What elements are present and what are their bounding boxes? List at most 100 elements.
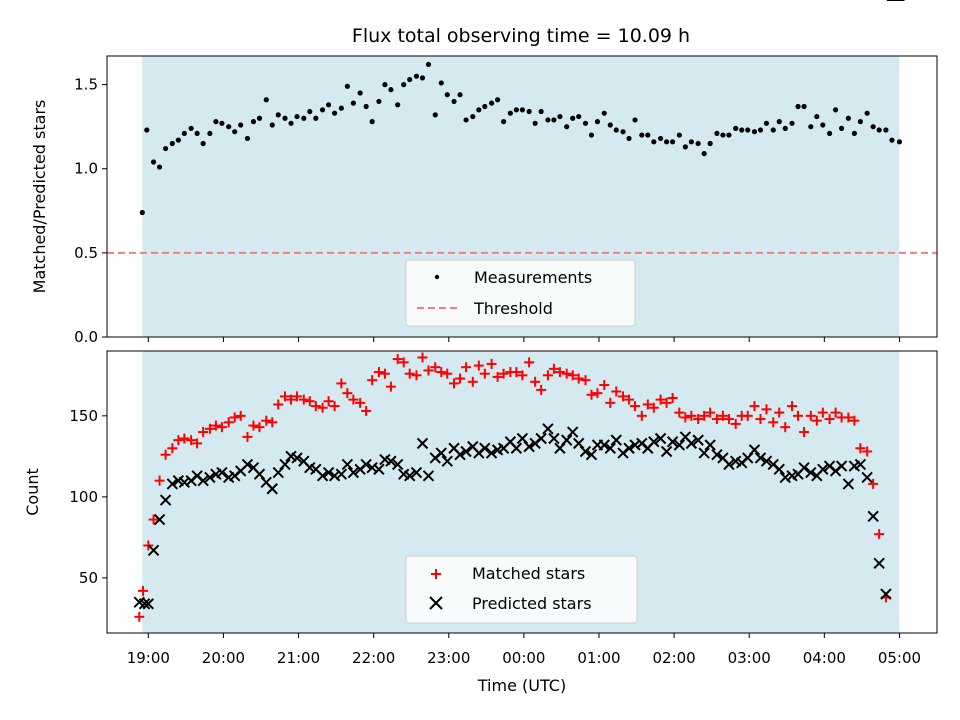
predicted-star-point xyxy=(748,444,761,456)
measurement-point xyxy=(538,108,544,115)
counts-legend: Matched stars Predicted stars xyxy=(405,555,638,624)
measurement-point xyxy=(175,137,181,143)
predicted-x-b xyxy=(629,439,641,451)
predicted-x-b xyxy=(760,455,773,467)
matched-star-point xyxy=(204,423,215,434)
predicted-x-b xyxy=(805,466,817,479)
measurement-point xyxy=(363,103,369,110)
matched-star-point xyxy=(843,412,854,423)
ratio-y-tick-label: 1.0 xyxy=(74,160,98,178)
x-tick-label: 23:00 xyxy=(427,649,470,667)
predicted-x-b xyxy=(373,463,385,476)
measurement-point xyxy=(301,115,307,121)
matched-star-point xyxy=(379,368,390,379)
measurement-point xyxy=(162,145,169,152)
ratio-axes-frame xyxy=(106,55,938,338)
matched-star-point xyxy=(542,370,553,381)
matched-star-point xyxy=(611,386,622,397)
measurement-point xyxy=(288,120,294,126)
measurement-point xyxy=(331,110,338,116)
matched-star-point xyxy=(749,401,760,412)
matched-star-point xyxy=(793,410,804,421)
legend-matched-label: Matched stars xyxy=(472,564,585,583)
predicted-x-b xyxy=(138,598,151,610)
measurement-point xyxy=(545,117,551,123)
predicted-star-point xyxy=(692,434,704,446)
matched-star-point xyxy=(761,404,772,415)
measurement-point xyxy=(232,129,238,135)
predicted-star-point xyxy=(403,470,416,482)
predicted-x-b xyxy=(704,439,716,451)
predicted-x-b xyxy=(835,460,848,472)
predicted-x-b xyxy=(216,466,228,479)
predicted-x-b xyxy=(610,434,622,446)
predicted-star-point xyxy=(654,432,667,445)
matched-star-point xyxy=(742,410,753,421)
measurement-point xyxy=(657,135,664,142)
measurement-point xyxy=(488,100,495,106)
measurement-point xyxy=(432,112,438,118)
predicted-x-b xyxy=(823,460,836,472)
ratio-y-ticks: 0.0 0.5 1.0 1.5 xyxy=(74,76,107,346)
measurement-point xyxy=(200,140,206,147)
predicted-x-b xyxy=(685,437,698,450)
predicted-star-point xyxy=(435,447,447,459)
measurement-point xyxy=(864,110,870,116)
predicted-x-b xyxy=(798,461,810,474)
measurement-point xyxy=(407,76,413,83)
predicted-star-point xyxy=(153,513,166,526)
predicted-x-b xyxy=(666,436,679,448)
predicted-x-b xyxy=(636,437,648,450)
predicted-star-point xyxy=(460,445,472,458)
predicted-x-b xyxy=(285,450,297,463)
predicted-star-point xyxy=(604,442,616,454)
measurement-point xyxy=(639,132,645,138)
predicted-star-point xyxy=(360,458,372,471)
predicted-star-point xyxy=(723,458,735,471)
measurement-point xyxy=(226,124,232,130)
matched-star-point xyxy=(248,420,259,431)
measurement-point xyxy=(463,117,469,123)
x-tick-label: 21:00 xyxy=(277,649,320,667)
counts-y-ticks: 50 100 150 xyxy=(69,407,107,587)
matched-star-point xyxy=(273,399,284,410)
measurement-point xyxy=(425,61,432,68)
predicted-x-b xyxy=(435,447,447,459)
matched-star-point xyxy=(592,388,603,399)
predicted-x-b xyxy=(548,432,560,445)
measurements-series xyxy=(139,61,903,216)
legend-predicted-label: Predicted stars xyxy=(472,594,592,613)
measurement-point xyxy=(269,122,275,128)
measurement-point xyxy=(876,127,882,133)
matched-star-point xyxy=(216,422,227,433)
matched-star-point xyxy=(267,417,278,428)
measurement-point xyxy=(369,119,375,125)
predicted-x-b xyxy=(142,598,155,610)
matched-star-point xyxy=(298,394,309,405)
predicted-x-b xyxy=(178,476,191,488)
predicted-star-point xyxy=(410,466,423,479)
matched-star-point xyxy=(310,401,321,412)
predicted-x-b xyxy=(153,513,166,526)
measurement-point xyxy=(219,120,225,126)
measurement-point xyxy=(570,115,576,121)
measurement-point xyxy=(714,130,720,137)
matched-star-point xyxy=(768,417,779,428)
matched-star-point xyxy=(717,410,728,421)
measurement-point xyxy=(551,117,557,123)
measurement-point xyxy=(782,125,788,131)
ratio-legend: Measurements Threshold xyxy=(405,259,636,327)
predicted-x-b xyxy=(304,461,316,474)
counts-y-tick-label: 50 xyxy=(79,569,98,587)
matched-star-point xyxy=(323,396,334,407)
x-tick-label: 02:00 xyxy=(652,649,695,667)
predicted-star-point xyxy=(335,468,348,480)
measurement-point xyxy=(745,127,751,133)
ratio-y-tick-label: 0.0 xyxy=(74,328,98,346)
measurement-point xyxy=(601,110,607,116)
matched-star-point xyxy=(361,405,372,416)
predicted-star-point xyxy=(197,474,209,487)
predicted-star-point xyxy=(316,470,329,482)
matched-star-point xyxy=(329,401,340,412)
predicted-star-point xyxy=(535,432,547,445)
